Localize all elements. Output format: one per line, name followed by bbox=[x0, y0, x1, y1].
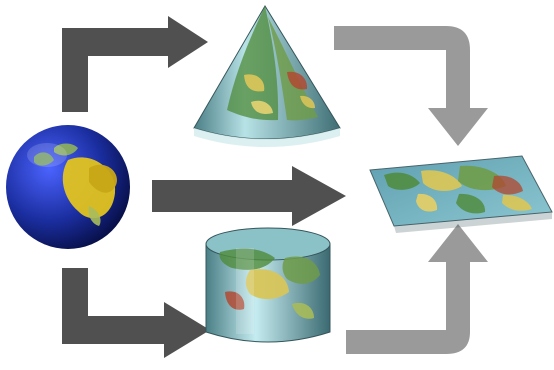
arrow-globe-to-flat-map bbox=[152, 166, 346, 226]
arrow-globe-to-cone bbox=[62, 16, 208, 112]
arrows-layer bbox=[62, 16, 488, 358]
arrow-globe-to-cylinder bbox=[62, 268, 210, 358]
cylindrical-projection-cylinder bbox=[205, 227, 331, 343]
arrow-cylinder-to-flat-map bbox=[346, 224, 488, 354]
arrow-cone-to-flat-map bbox=[334, 26, 488, 146]
globe bbox=[6, 125, 130, 249]
flat-map bbox=[369, 155, 553, 233]
conic-projection-cone bbox=[193, 5, 341, 147]
